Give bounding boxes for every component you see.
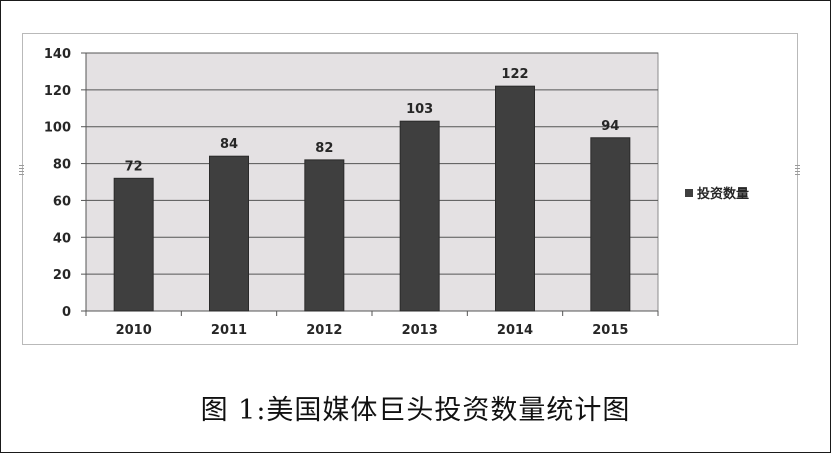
- bar: [399, 120, 440, 312]
- data-label: 84: [220, 137, 238, 152]
- figure-caption: 图 1:美国媒体巨头投资数量统计图: [200, 395, 631, 426]
- bar: [113, 177, 154, 312]
- data-label: 103: [406, 102, 433, 117]
- bar: [304, 159, 345, 312]
- bar: [590, 137, 631, 312]
- chart-resize-handle-left[interactable]: [19, 165, 24, 176]
- x-tick-label: 2014: [497, 323, 533, 338]
- x-tick-label: 2013: [402, 323, 438, 338]
- data-label: 122: [501, 67, 528, 82]
- y-tick-label: 0: [62, 305, 71, 320]
- legend-swatch: [685, 188, 693, 197]
- y-tick-label: 120: [44, 84, 71, 99]
- chart-resize-handle-right[interactable]: [795, 165, 800, 176]
- y-tick-label: 60: [53, 194, 71, 209]
- plot-area: [85, 52, 659, 312]
- x-tick-label: 2012: [306, 323, 342, 338]
- bar: [495, 85, 535, 312]
- data-label: 72: [125, 159, 143, 174]
- legend-label: 投资数量: [697, 187, 750, 202]
- y-tick-label: 100: [44, 121, 71, 136]
- y-tick-label: 20: [53, 268, 71, 283]
- data-label: 82: [315, 141, 333, 156]
- x-tick-label: 2011: [211, 323, 247, 338]
- bar: [209, 155, 249, 312]
- y-tick-label: 80: [53, 158, 71, 173]
- x-tick-label: 2010: [116, 323, 152, 338]
- y-tick-label: 140: [44, 47, 71, 62]
- data-label: 94: [601, 119, 619, 134]
- legend: 投资数量: [685, 183, 749, 202]
- x-tick-label: 2015: [592, 323, 628, 338]
- y-tick-label: 40: [53, 231, 71, 246]
